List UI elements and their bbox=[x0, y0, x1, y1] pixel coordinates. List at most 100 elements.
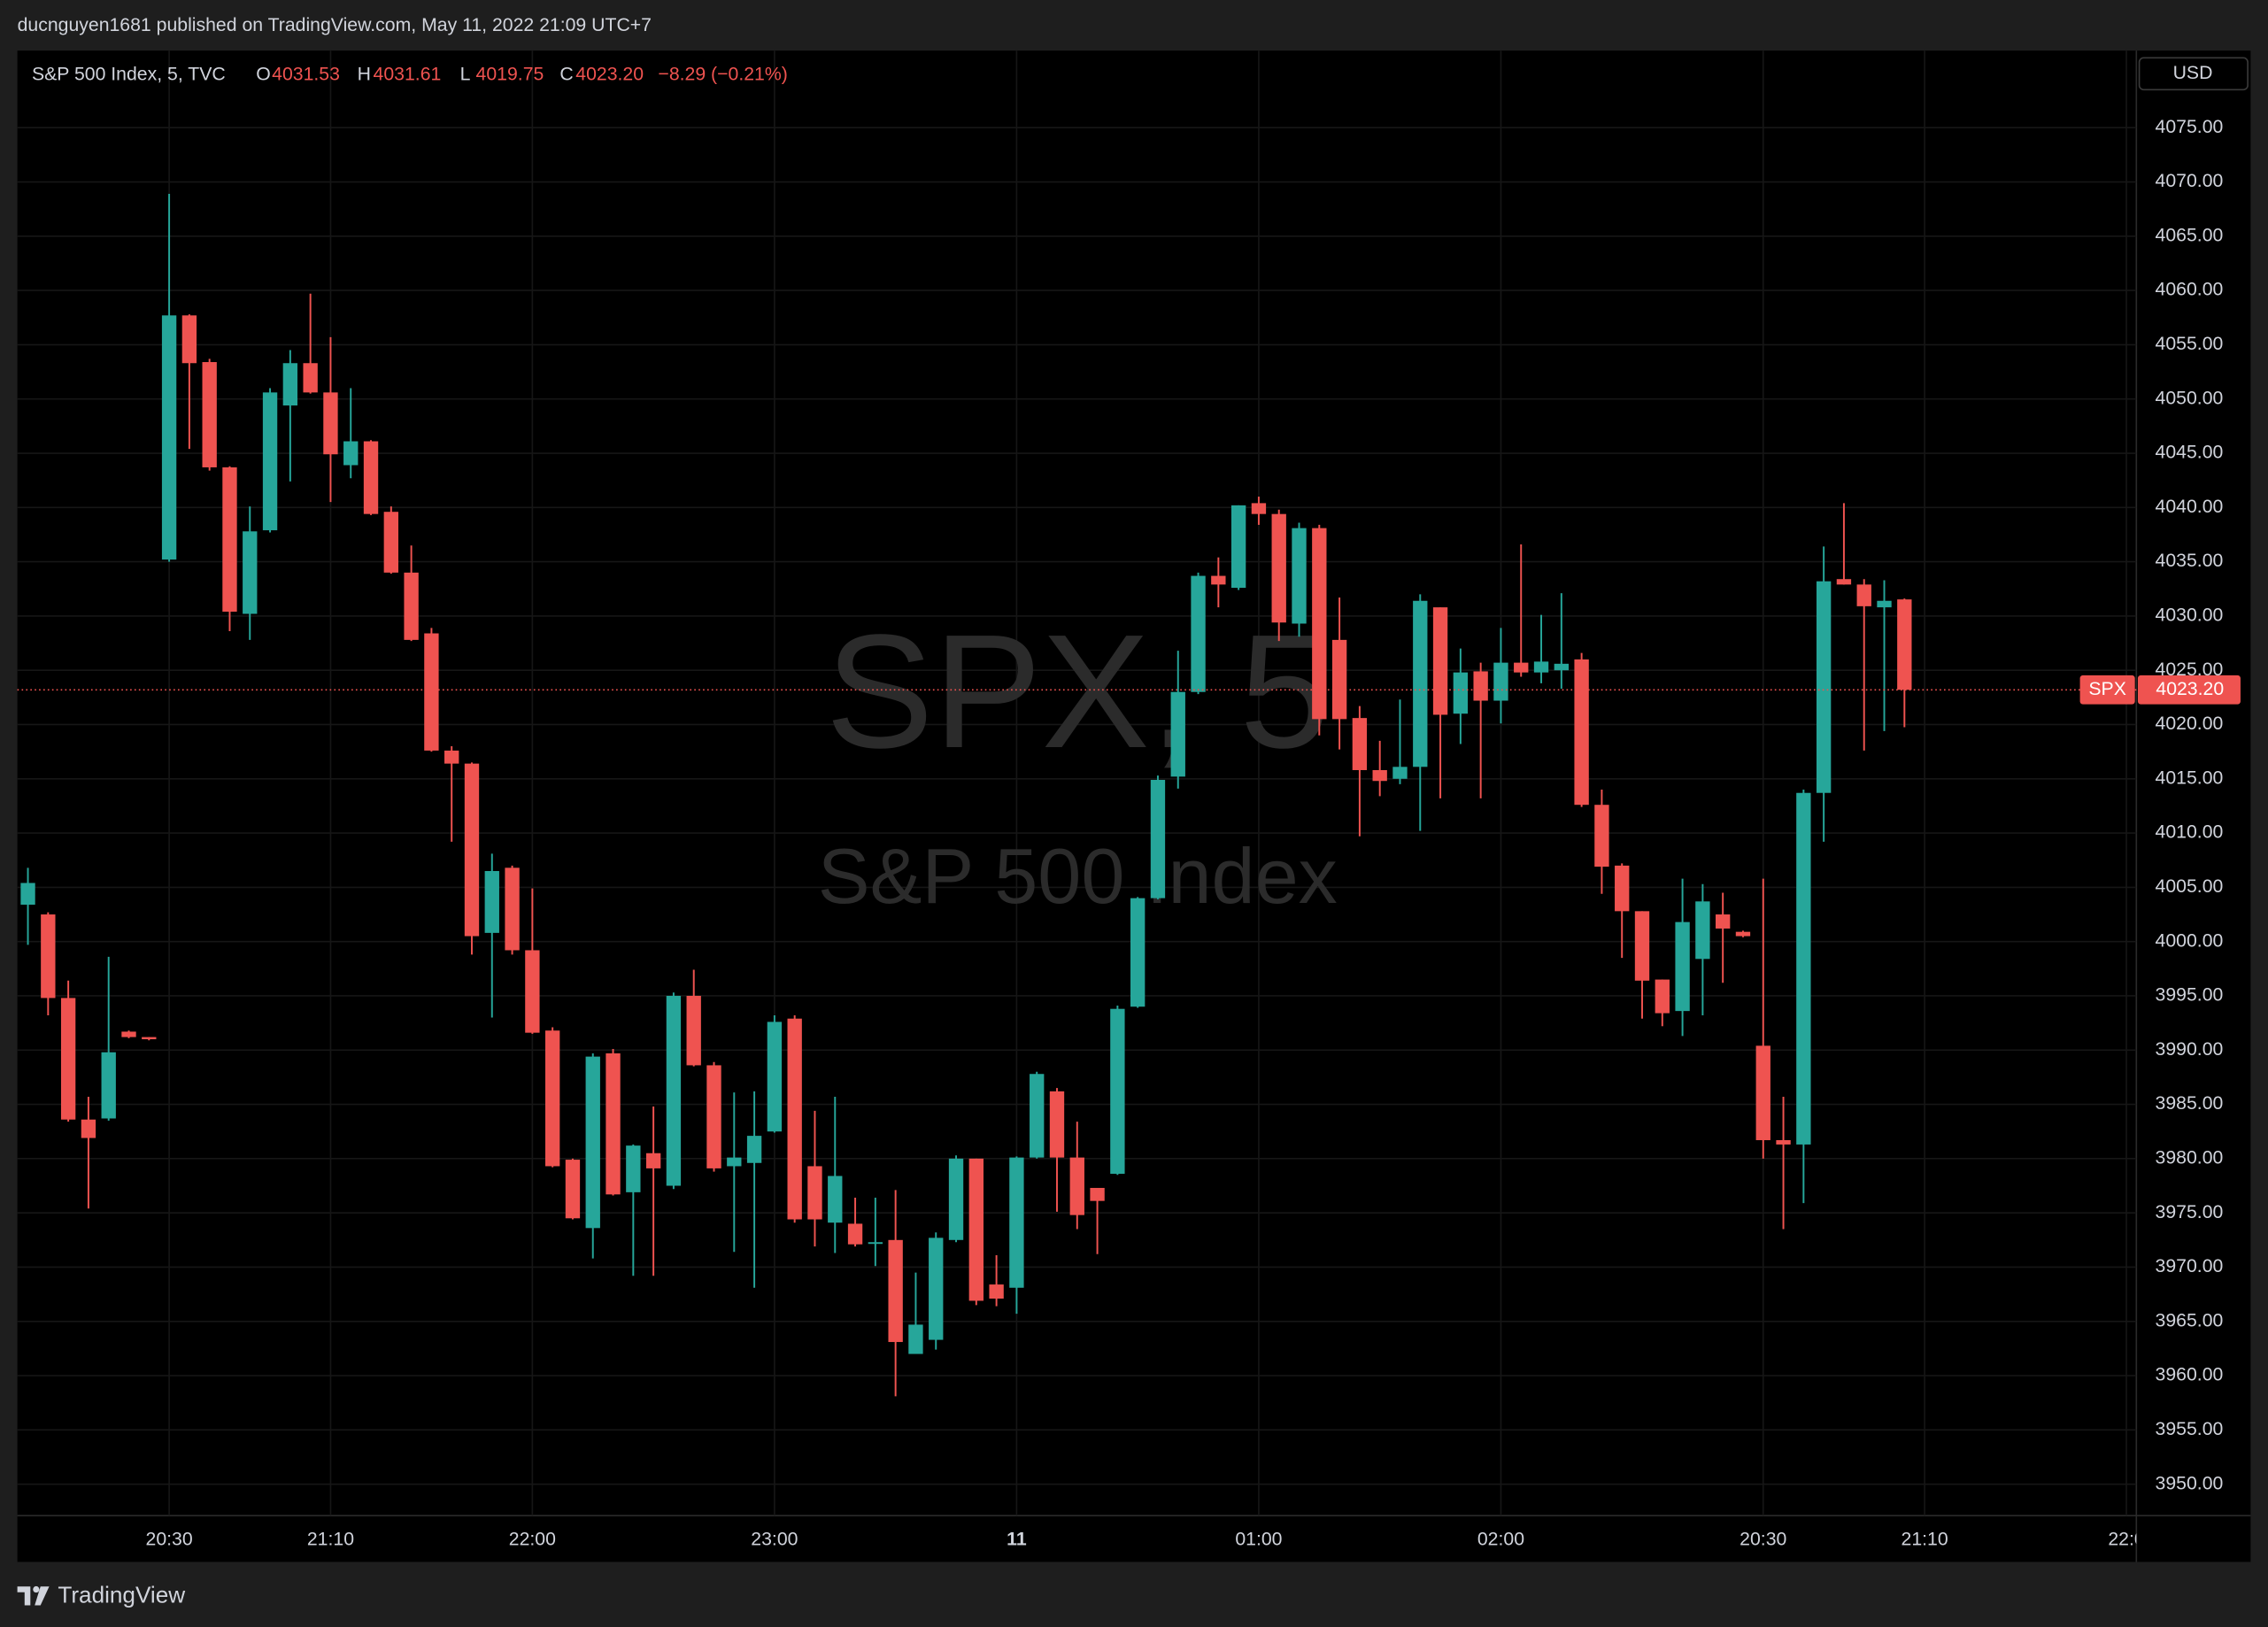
y-tick-label: 3955.00 bbox=[2156, 1418, 2224, 1439]
y-tick-label: 4010.00 bbox=[2156, 821, 2224, 843]
x-tick-label: 21:10 bbox=[307, 1529, 354, 1550]
candle-body bbox=[222, 467, 237, 612]
candle-body bbox=[767, 1022, 783, 1132]
price-tag-value: 4023.20 bbox=[2156, 678, 2224, 699]
x-tick-label: 22:0 bbox=[2108, 1529, 2144, 1550]
candle-body bbox=[888, 1239, 903, 1343]
candle-body bbox=[363, 441, 379, 514]
candle-body bbox=[1413, 600, 1428, 767]
candle-body bbox=[1150, 780, 1166, 898]
candle-body bbox=[1090, 1187, 1105, 1201]
candle-body bbox=[1655, 979, 1670, 1014]
candle-body bbox=[1312, 528, 1327, 720]
candle-body bbox=[565, 1160, 581, 1219]
time-axis bbox=[17, 1515, 2251, 1562]
candle-body bbox=[1392, 767, 1408, 779]
candle-body bbox=[929, 1238, 944, 1340]
legend-key: L bbox=[460, 64, 471, 85]
candle-body bbox=[525, 950, 540, 1033]
overlay: SPX 4023.20 bbox=[17, 675, 2241, 705]
y-tick-label: 4040.00 bbox=[2156, 496, 2224, 517]
currency-box[interactable] bbox=[2138, 57, 2249, 91]
candles bbox=[20, 194, 1912, 1397]
y-tick-label: 3995.00 bbox=[2156, 984, 2224, 1006]
candle-body bbox=[1615, 865, 1630, 912]
y-tick-label: 4060.00 bbox=[2156, 279, 2224, 300]
candle-body bbox=[1776, 1140, 1791, 1145]
candle-body bbox=[1009, 1157, 1024, 1288]
candle-body bbox=[1331, 639, 1347, 720]
y-tick-label: 3980.00 bbox=[2156, 1146, 2224, 1168]
candle-body bbox=[1716, 914, 1731, 929]
y-tick-label: 3990.00 bbox=[2156, 1038, 2224, 1060]
y-axis: 3950.00 3955.00 3960.00 3965.00 3970.00 3975.… bbox=[2156, 116, 2224, 1493]
candle-body bbox=[1271, 513, 1286, 623]
y-tick-label: 4020.00 bbox=[2156, 713, 2224, 734]
candle-body bbox=[1856, 584, 1871, 606]
candle-body bbox=[1755, 1045, 1770, 1141]
watermark-symbol: SPX, 5 bbox=[825, 600, 1330, 782]
candle-body bbox=[101, 1052, 116, 1119]
candle-body bbox=[464, 763, 480, 937]
candle-body bbox=[1453, 672, 1469, 714]
candle-body bbox=[746, 1136, 762, 1163]
y-tick-label: 3960.00 bbox=[2156, 1364, 2224, 1385]
candle-body bbox=[968, 1158, 984, 1301]
candle-body bbox=[343, 441, 359, 466]
candle-body bbox=[323, 392, 338, 455]
candle-body bbox=[585, 1056, 600, 1229]
candle-body bbox=[1493, 662, 1508, 701]
candle-body bbox=[1432, 607, 1448, 715]
plot-area bbox=[17, 50, 2137, 1516]
price-tag-symbol-box bbox=[2079, 675, 2135, 705]
y-tick-label: 4000.00 bbox=[2156, 929, 2224, 951]
x-tick-label: 02:00 bbox=[1477, 1529, 1524, 1550]
candle-body bbox=[484, 870, 499, 933]
watermark-name: S&P 500 Index bbox=[818, 832, 1338, 920]
candle-body bbox=[60, 998, 76, 1120]
candle-body bbox=[1030, 1074, 1045, 1158]
legend-change: −8.29 (−0.21%) bbox=[658, 64, 787, 85]
y-tick-label: 3970.00 bbox=[2156, 1255, 2224, 1276]
candle-body bbox=[626, 1145, 641, 1192]
candle-body bbox=[181, 315, 197, 364]
legend-key: O bbox=[256, 64, 271, 85]
y-tick-label: 4070.00 bbox=[2156, 170, 2224, 191]
candle-body bbox=[807, 1166, 822, 1220]
candle-body bbox=[1251, 503, 1267, 514]
y-tick-label: 3975.00 bbox=[2156, 1201, 2224, 1222]
candle-body bbox=[1230, 505, 1246, 589]
y-tick-label: 4065.00 bbox=[2156, 224, 2224, 245]
legend-value: 4031.53 bbox=[272, 64, 340, 85]
legend-title: S&P 500 Index, 5, TVC bbox=[32, 64, 226, 85]
candle-body bbox=[645, 1153, 661, 1168]
candle-body bbox=[948, 1158, 964, 1240]
candle-body bbox=[424, 633, 439, 751]
legend-value: 4019.75 bbox=[476, 64, 544, 85]
candle-body bbox=[1514, 662, 1529, 673]
candle-body bbox=[505, 867, 520, 951]
candle-body bbox=[606, 1053, 621, 1195]
candle-body bbox=[1836, 579, 1852, 585]
candle-body bbox=[444, 750, 459, 764]
y-tick-label: 3965.00 bbox=[2156, 1309, 2224, 1330]
candle-body bbox=[544, 1030, 560, 1167]
y-tick-label: 4005.00 bbox=[2156, 875, 2224, 897]
candle-body bbox=[1634, 911, 1650, 981]
brand: TradingView bbox=[58, 1582, 185, 1608]
y-tick-label: 4025.00 bbox=[2156, 659, 2224, 680]
candle-body bbox=[1211, 575, 1226, 585]
currency[interactable]: USD bbox=[2173, 62, 2213, 83]
x-tick-label: 20:30 bbox=[146, 1529, 193, 1550]
candle-body bbox=[666, 995, 682, 1186]
candle-body bbox=[1897, 599, 1912, 690]
candle-body bbox=[121, 1031, 136, 1037]
candle-body bbox=[828, 1176, 843, 1223]
candle-body bbox=[20, 883, 35, 905]
y-tick-label: 4045.00 bbox=[2156, 442, 2224, 463]
candle-body bbox=[1372, 769, 1387, 782]
candle-body bbox=[1796, 792, 1811, 1145]
candle-body bbox=[1877, 600, 1892, 608]
y-tick-label: 4030.00 bbox=[2156, 605, 2224, 626]
